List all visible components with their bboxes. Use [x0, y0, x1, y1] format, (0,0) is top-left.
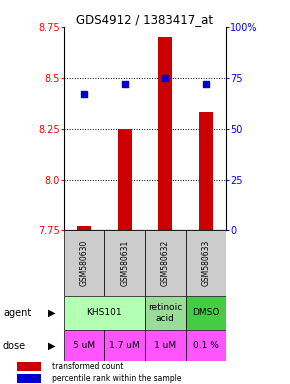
Text: 0.1 %: 0.1 %: [193, 341, 219, 350]
Text: KHS101: KHS101: [87, 308, 122, 318]
Text: ▶: ▶: [48, 341, 55, 351]
Text: ▶: ▶: [48, 308, 55, 318]
Text: 1 uM: 1 uM: [154, 341, 176, 350]
Bar: [145, 296, 186, 330]
Text: GSM580631: GSM580631: [120, 240, 129, 286]
Bar: [77, 226, 91, 230]
Text: DMSO: DMSO: [192, 308, 220, 318]
Bar: [17, 362, 41, 371]
Bar: [64, 230, 104, 296]
Bar: [104, 230, 145, 296]
Bar: [64, 296, 145, 330]
Bar: [64, 330, 104, 361]
Bar: [186, 296, 226, 330]
Bar: [104, 330, 145, 361]
Text: transformed count: transformed count: [52, 362, 124, 371]
Point: [163, 74, 168, 81]
Text: GSM580633: GSM580633: [201, 240, 211, 286]
Point: [82, 91, 86, 97]
Text: 5 uM: 5 uM: [73, 341, 95, 350]
Bar: [145, 330, 186, 361]
Bar: [186, 330, 226, 361]
Text: GSM580630: GSM580630: [79, 240, 89, 286]
Text: agent: agent: [3, 308, 31, 318]
Title: GDS4912 / 1383417_at: GDS4912 / 1383417_at: [77, 13, 213, 26]
Text: retinoic
acid: retinoic acid: [148, 303, 182, 323]
Text: dose: dose: [3, 341, 26, 351]
Text: percentile rank within the sample: percentile rank within the sample: [52, 374, 182, 383]
Bar: [145, 230, 186, 296]
Text: GSM580632: GSM580632: [161, 240, 170, 286]
Bar: [158, 37, 173, 230]
Bar: [17, 374, 41, 383]
Bar: [199, 113, 213, 230]
Text: 1.7 uM: 1.7 uM: [109, 341, 140, 350]
Point: [204, 81, 208, 87]
Bar: [118, 129, 132, 230]
Bar: [186, 230, 226, 296]
Point: [122, 81, 127, 87]
